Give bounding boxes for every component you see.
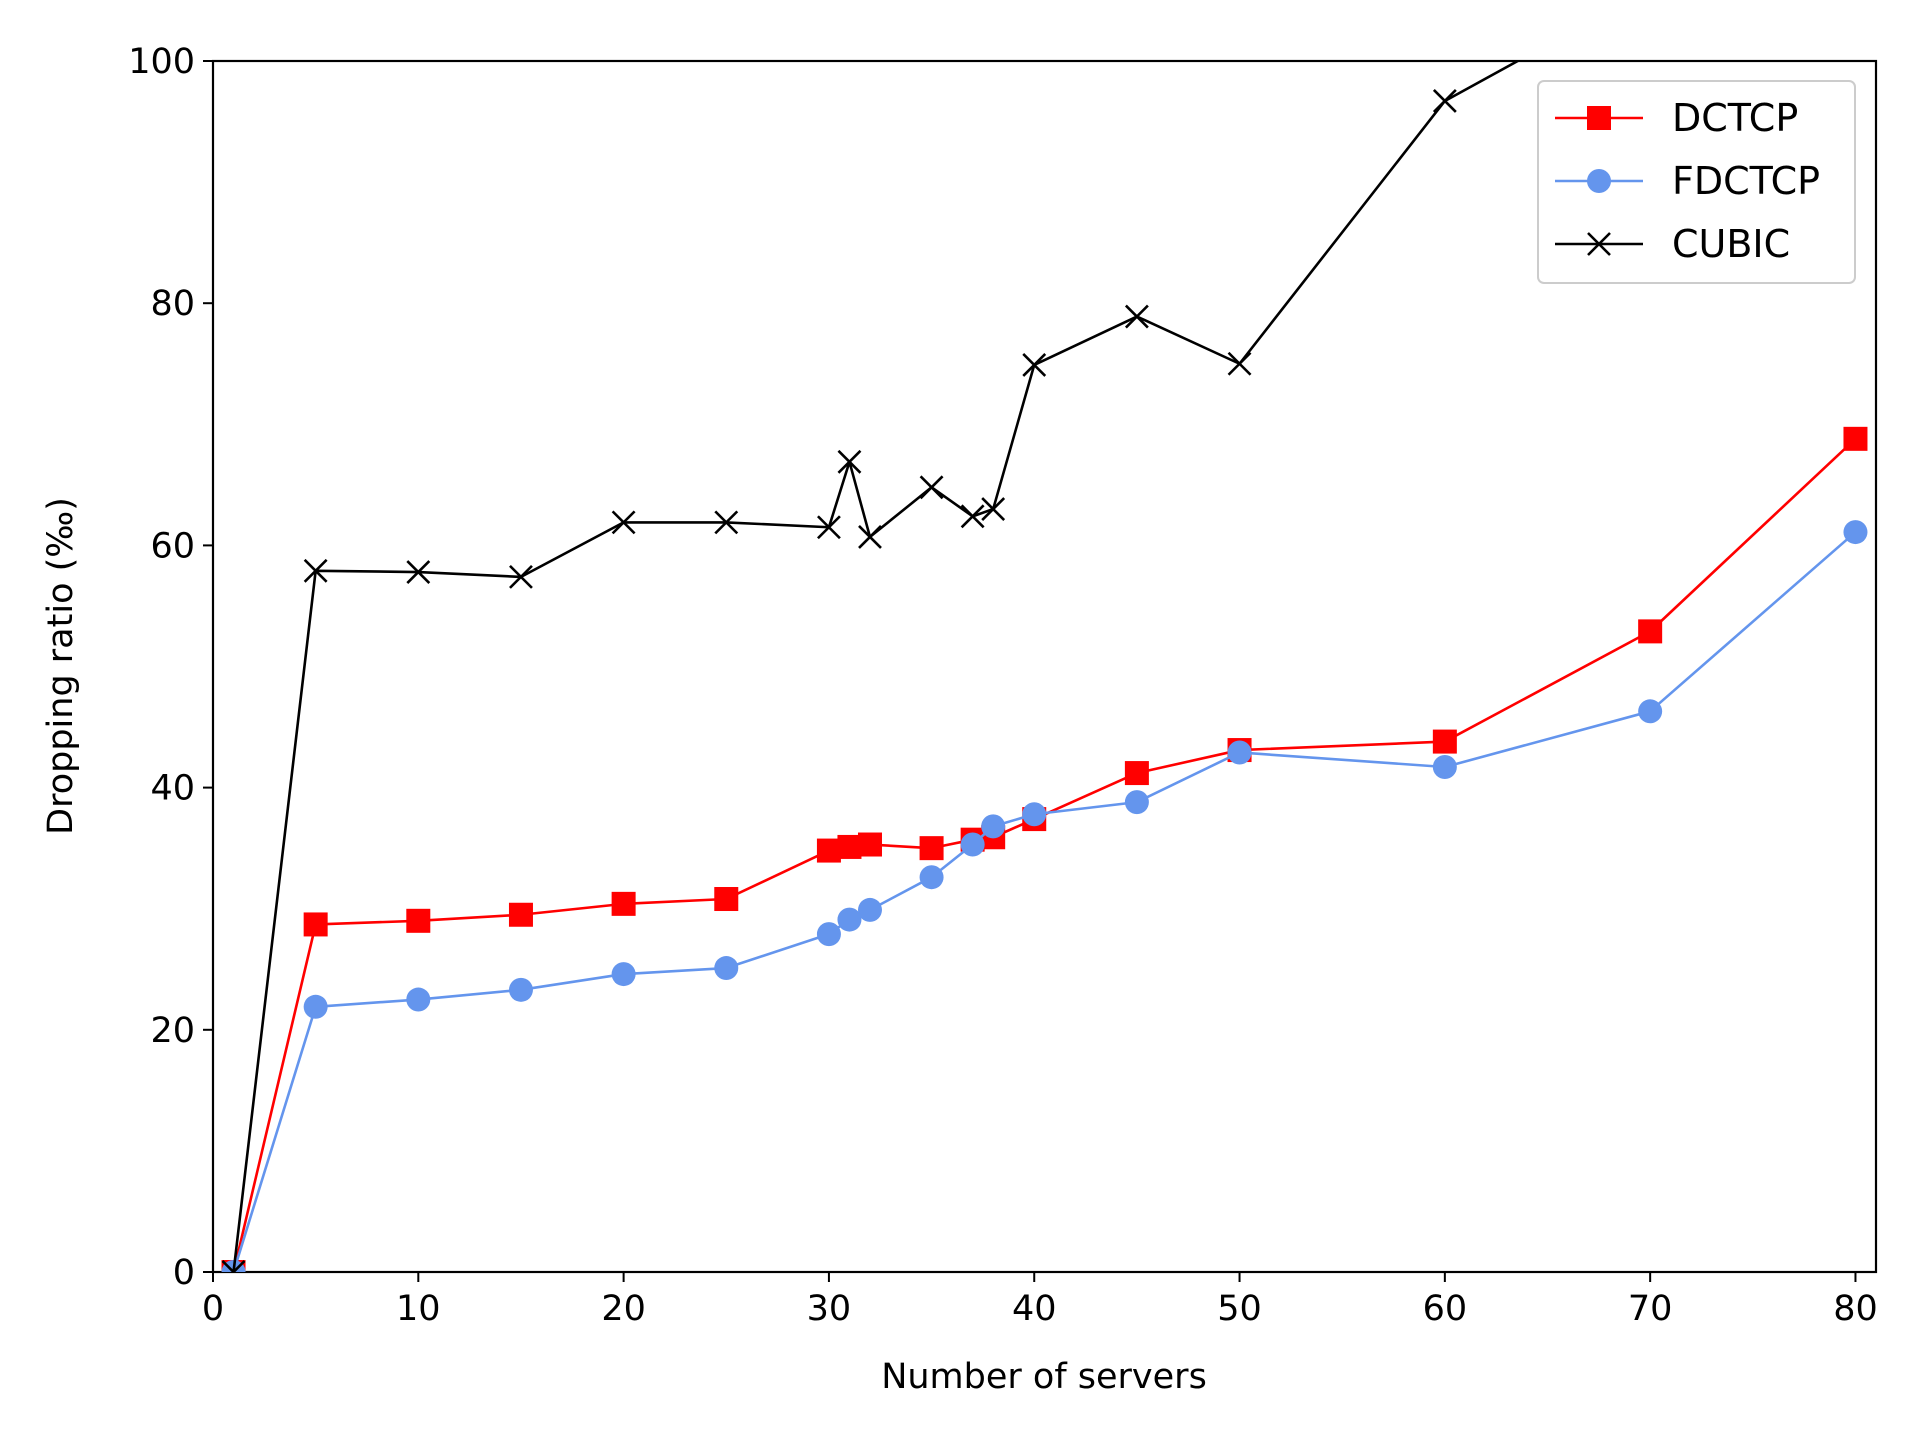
plot-border (211, 59, 1878, 1274)
series-layer (221, 61, 1868, 1272)
dctcp-point (1843, 426, 1868, 451)
dctcp-point (1638, 619, 1663, 644)
fdctcp-point (611, 962, 636, 987)
legend-entry-dctcp: DCTCP (1555, 96, 1798, 140)
legend-marker (1587, 106, 1611, 130)
plot-frame (211, 59, 1878, 1274)
cubic-point (509, 564, 533, 589)
fdctcp-point (960, 832, 985, 857)
dctcp-point (837, 834, 862, 859)
x-tick-label: 30 (807, 1289, 852, 1329)
x-tick-label: 80 (1833, 1289, 1878, 1329)
y-tick-label: 40 (150, 769, 195, 809)
fdctcp-point (1638, 699, 1663, 724)
cubic-point (303, 558, 328, 583)
fdctcp-point (816, 922, 841, 947)
fdctcp-point (1432, 755, 1457, 780)
dctcp-point (816, 838, 841, 863)
x-tick-label: 70 (1628, 1289, 1673, 1329)
legend-label: DCTCP (1672, 96, 1798, 140)
fdctcp-point (919, 865, 944, 890)
cubic-point (817, 515, 841, 540)
cubic-point (837, 449, 862, 474)
fdctcp-point (1022, 802, 1047, 827)
series-fdctcp (221, 520, 1868, 1272)
fdctcp-line (232, 531, 1857, 1272)
legend-marker (1587, 169, 1611, 193)
y-tick-label: 0 (173, 1253, 195, 1293)
cubic-point (981, 497, 1006, 521)
y-axis-label: Dropping ratio (‰) (41, 497, 81, 835)
x-tick-label: 0 (202, 1289, 224, 1329)
dctcp-point (1124, 761, 1149, 786)
cubic-point (960, 504, 985, 529)
x-axis: 0 10 20 30 40 50 60 70 80 (202, 1272, 1878, 1329)
fdctcp-point (837, 907, 862, 932)
cubic-line (232, 61, 1521, 1272)
y-tick-label: 60 (150, 526, 195, 566)
dctcp-point (1432, 729, 1457, 754)
fdctcp-point (303, 994, 328, 1019)
x-tick-label: 60 (1423, 1289, 1468, 1329)
y-tick-label: 80 (150, 284, 195, 324)
fdctcp-point (508, 977, 533, 1002)
cubic-point (858, 525, 882, 549)
y-tick-label: 20 (150, 1011, 195, 1051)
dctcp-point (508, 902, 533, 927)
fdctcp-point (714, 956, 739, 981)
cubic-point (714, 510, 739, 535)
series-cubic (221, 61, 1521, 1272)
dctcp-point (857, 832, 882, 857)
legend-entry-fdctcp: FDCTCP (1555, 159, 1820, 203)
cubic-point (1227, 351, 1252, 376)
legend-marker (1587, 232, 1611, 256)
x-tick-label: 10 (396, 1289, 441, 1329)
dctcp-point (303, 912, 328, 937)
fdctcp-point (1227, 740, 1252, 765)
x-tick-label: 40 (1012, 1289, 1057, 1329)
dctcp-point (919, 836, 944, 861)
fdctcp-point (1843, 520, 1868, 545)
legend-label: CUBIC (1672, 222, 1790, 266)
fdctcp-point (981, 814, 1006, 839)
fdctcp-point (857, 897, 882, 922)
dctcp-point (714, 887, 739, 912)
legend-label: FDCTCP (1672, 159, 1820, 203)
dctcp-point (406, 908, 431, 933)
x-tick-label: 50 (1217, 1289, 1262, 1329)
y-tick-label: 100 (128, 42, 195, 82)
series-dctcp (221, 426, 1868, 1272)
fdctcp-point (406, 987, 431, 1012)
dctcp-point (611, 891, 636, 916)
x-tick-label: 20 (601, 1289, 646, 1329)
cubic-point (919, 475, 944, 500)
dctcp-line (232, 437, 1857, 1272)
cubic-point (1124, 304, 1149, 329)
y-axis: 0 20 40 60 80 100 (128, 42, 213, 1293)
legend-entry-cubic: CUBIC (1555, 222, 1790, 266)
fdctcp-point (1124, 790, 1149, 815)
cubic-point (611, 510, 636, 535)
legend: DCTCP FDCTCP CUBIC (1537, 80, 1856, 284)
cubic-point (406, 560, 431, 584)
x-axis-label: Number of servers (881, 1357, 1207, 1397)
cubic-point (221, 1260, 246, 1272)
cubic-point (1432, 89, 1457, 113)
cubic-point (1022, 353, 1047, 377)
legend-box (1537, 80, 1856, 284)
